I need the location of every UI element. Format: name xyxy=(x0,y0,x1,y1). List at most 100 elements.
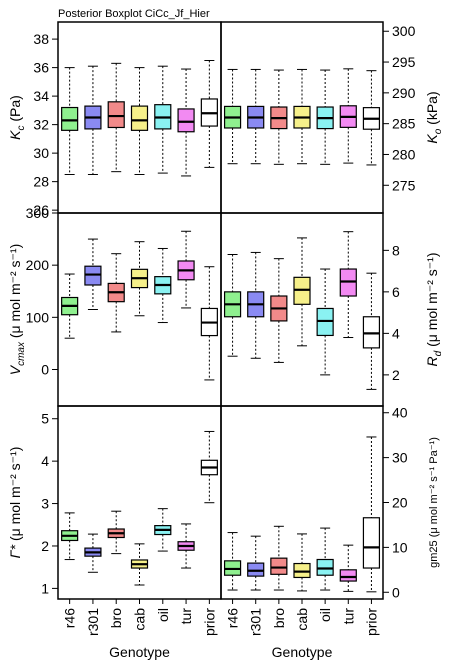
x-tick-label: tur xyxy=(340,608,356,625)
x-tick-label: r46 xyxy=(225,608,241,628)
box-oil: oil xyxy=(316,527,334,622)
y-tick-label: 32 xyxy=(33,117,49,133)
y-axis-title: Kc (Pa) xyxy=(7,95,27,140)
y-axis-title-subscript: o xyxy=(433,128,444,134)
y-tick-label: 26 xyxy=(33,202,49,218)
box-r301: r301 xyxy=(247,535,265,636)
y-tick-label: 200 xyxy=(26,257,50,273)
x-tick-label: oil xyxy=(155,608,171,622)
y-tick-label: 30 xyxy=(33,145,49,161)
box-bro xyxy=(107,253,125,333)
x-axis-title-right: Genotype xyxy=(272,644,333,660)
y-tick-label: 40 xyxy=(392,405,408,421)
y-axis-title-unit: (μ mol m⁻² s⁻¹) xyxy=(424,253,440,351)
y-tick-label: 5 xyxy=(41,411,49,427)
box-tur xyxy=(177,230,195,309)
box-bro xyxy=(270,69,288,165)
y-tick-label: 2 xyxy=(41,538,49,554)
panel-Kc: 26 28 30 32 34 36 38 Kc (Pa) xyxy=(7,21,222,218)
y-tick-label: 300 xyxy=(392,23,416,39)
x-tick-label: cab xyxy=(132,608,148,631)
box-tur xyxy=(339,231,357,339)
x-tick-label: r301 xyxy=(248,608,264,636)
y-axis-title-main: V xyxy=(7,364,23,375)
box-tur xyxy=(339,68,357,164)
box-cab xyxy=(293,68,311,165)
y-tick-label: 20 xyxy=(392,495,408,511)
box-tur xyxy=(177,68,195,177)
box-oil xyxy=(316,69,334,165)
x-tick-label: r46 xyxy=(62,608,78,628)
x-tick-label: bro xyxy=(108,608,124,628)
y-tick-label: 285 xyxy=(392,116,416,132)
x-tick-label: cab xyxy=(294,608,310,631)
y-axis-title: Vcmax (μ mol m⁻² s⁻¹) xyxy=(7,244,27,376)
box-cab xyxy=(293,237,311,347)
box-prior: prior xyxy=(200,430,218,636)
y-tick-label: 0 xyxy=(392,584,400,600)
panel-Ko: 275 280 285 290 295 300 Ko (kPa) xyxy=(220,21,444,214)
box-iqr xyxy=(107,101,125,129)
box-iqr xyxy=(61,106,79,131)
y-axis-title-main: K xyxy=(7,130,23,140)
box-r46 xyxy=(223,68,242,165)
y-axis-title: gm25 (μ mol m⁻² s⁻¹ Pa⁻¹) xyxy=(428,437,440,568)
y-axis-title-subscript: d xyxy=(433,350,444,356)
y-tick-label: 1 xyxy=(41,580,49,596)
box-r46: r46 xyxy=(61,512,79,628)
box-oil xyxy=(154,247,172,324)
box-bro: bro xyxy=(107,510,125,628)
box-r301: r301 xyxy=(84,533,102,636)
y-tick-label: 34 xyxy=(33,88,49,104)
box-cab xyxy=(130,241,149,317)
y-tick-label: 275 xyxy=(392,177,416,193)
y-axis-title: Rd (μ mol m⁻² s⁻¹) xyxy=(424,253,444,367)
box-iqr xyxy=(316,558,334,576)
y-axis-title-main: gm25 xyxy=(428,540,440,568)
y-axis-title-unit: (kPa) xyxy=(424,91,440,128)
box-cab: cab xyxy=(130,543,149,631)
box-iqr xyxy=(247,562,265,577)
panel-Gamma: 1 2 3 4 5 Γ* (μ mol m⁻² s⁻¹) r46 r301 bro cab oil t… xyxy=(7,405,222,636)
y-axis-title: Γ* (μ mol m⁻² s⁻¹) xyxy=(7,447,23,559)
box-oil: oil xyxy=(154,508,172,622)
x-tick-label: tur xyxy=(178,608,194,625)
box-iqr xyxy=(293,562,311,579)
box-r301 xyxy=(247,251,265,359)
y-tick-label: 100 xyxy=(26,309,50,325)
y-axis-title: Ko (kPa) xyxy=(424,91,444,143)
panel-gm25: 0 10 20 30 40 gm25 (μ mol m⁻² s⁻¹ Pa⁻¹) r46 r30… xyxy=(220,405,440,636)
box-r301 xyxy=(84,65,102,176)
y-tick-label: 30 xyxy=(392,450,408,466)
y-axis-title-subscript: c xyxy=(16,126,27,131)
box-bro xyxy=(270,258,288,363)
box-iqr xyxy=(339,569,357,582)
box-oil xyxy=(316,268,334,376)
x-tick-label: r301 xyxy=(85,608,101,636)
x-tick-label: oil xyxy=(317,608,333,622)
y-tick-label: 295 xyxy=(392,54,416,70)
box-r301 xyxy=(84,238,102,310)
y-axis-title-unit: (μ mol m⁻² s⁻¹) xyxy=(7,244,23,342)
y-tick-label: 2 xyxy=(392,367,400,383)
box-oil xyxy=(154,65,172,174)
box-cab xyxy=(130,67,149,176)
y-axis-title-main: K xyxy=(424,134,440,144)
y-tick-label: 300 xyxy=(26,205,50,221)
y-tick-label: 0 xyxy=(41,361,49,377)
y-axis-title-unit: (μ mol m⁻² s⁻¹ Pa⁻¹) xyxy=(428,437,440,540)
y-axis-title-subscript: cmax xyxy=(16,341,27,366)
y-tick-label: 280 xyxy=(392,146,416,162)
y-tick-label: 4 xyxy=(41,453,49,469)
box-tur: tur xyxy=(177,523,195,625)
y-axis-title-main: Γ* xyxy=(7,544,23,558)
y-tick-label: 4 xyxy=(392,325,400,341)
box-prior xyxy=(362,272,381,390)
box-r46: r46 xyxy=(223,532,242,628)
x-axis-title-left: Genotype xyxy=(109,644,170,660)
y-tick-label: 10 xyxy=(392,539,408,555)
box-prior xyxy=(200,266,218,381)
panel-frame xyxy=(57,405,222,600)
y-tick-label: 38 xyxy=(33,31,49,47)
